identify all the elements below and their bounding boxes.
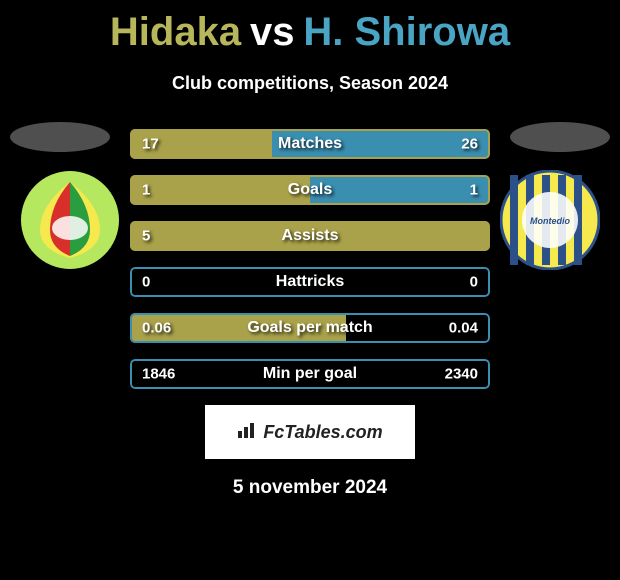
subtitle: Club competitions, Season 2024 xyxy=(0,73,620,94)
team2-logo: Montedio xyxy=(500,170,600,270)
stat-label: Hattricks xyxy=(276,273,344,291)
stat-row: 17 Matches 26 xyxy=(130,129,490,159)
stat-value-right: 0 xyxy=(470,274,478,291)
stat-row: 5 Assists xyxy=(130,221,490,251)
vs-text: vs xyxy=(250,10,295,54)
stat-row: 1846 Min per goal 2340 xyxy=(130,359,490,389)
stat-bar-right xyxy=(310,175,490,205)
stat-row: 0.06 Goals per match 0.04 xyxy=(130,313,490,343)
chart-icon xyxy=(237,421,259,444)
branding-text: FcTables.com xyxy=(263,422,382,443)
stat-value-left: 1846 xyxy=(142,366,175,383)
player2-silhouette xyxy=(510,122,610,152)
stat-bar-left xyxy=(130,175,310,205)
stat-value-right: 1 xyxy=(470,182,478,199)
stat-value-left: 5 xyxy=(142,228,150,245)
page-title: Hidaka vs H. Shirowa xyxy=(0,10,620,55)
stat-row: 1 Goals 1 xyxy=(130,175,490,205)
stat-label: Goals per match xyxy=(247,319,372,337)
stat-value-right: 0.04 xyxy=(449,320,478,337)
player1-name: Hidaka xyxy=(110,10,241,54)
player1-silhouette xyxy=(10,122,110,152)
stat-label: Assists xyxy=(282,227,339,245)
player2-name: H. Shirowa xyxy=(303,10,510,54)
stat-label: Matches xyxy=(278,135,342,153)
stat-value-left: 17 xyxy=(142,136,159,153)
svg-text:Montedio: Montedio xyxy=(530,216,570,226)
stat-value-right: 2340 xyxy=(445,366,478,383)
team1-logo-svg xyxy=(20,170,120,270)
stat-value-left: 0 xyxy=(142,274,150,291)
stat-value-right: 26 xyxy=(461,136,478,153)
team2-logo-svg: Montedio xyxy=(500,170,600,270)
branding-box: FcTables.com xyxy=(205,405,415,459)
stat-label: Goals xyxy=(288,181,332,199)
stats-bars: 17 Matches 26 1 Goals 1 5 Assists 0 Hattricks 0 0.0… xyxy=(130,129,490,389)
footer-date: 5 november 2024 xyxy=(0,477,620,499)
stat-label: Min per goal xyxy=(263,365,357,383)
stat-row: 0 Hattricks 0 xyxy=(130,267,490,297)
team1-logo xyxy=(20,170,120,270)
stat-value-left: 1 xyxy=(142,182,150,199)
stat-value-left: 0.06 xyxy=(142,320,171,337)
